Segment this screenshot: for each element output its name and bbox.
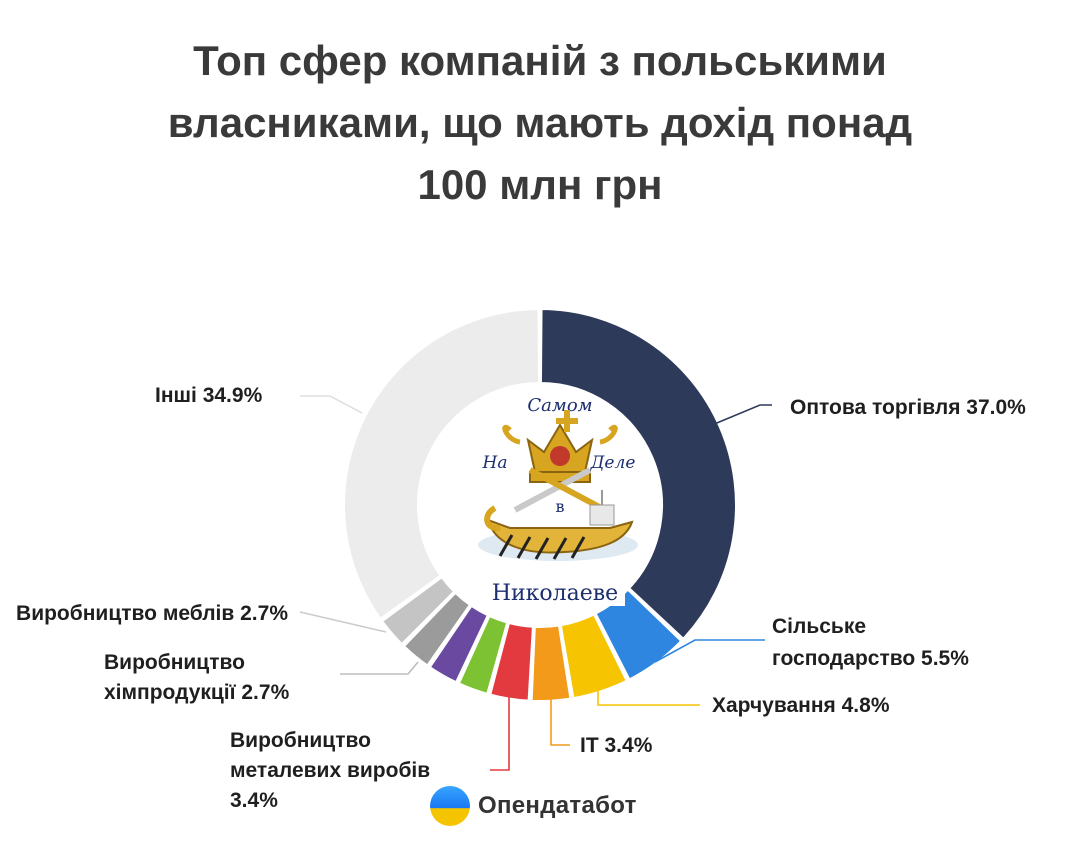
label-agriculture-line-2: господарство 5.5% — [772, 647, 969, 670]
watermark-text-1: Самом — [527, 395, 592, 416]
watermark-text-2: На — [482, 453, 508, 473]
brand-logo: Опендатабот — [430, 784, 637, 828]
leader-line-wholesale — [711, 404, 772, 426]
label-other: Інші 34.9% — [155, 384, 263, 407]
watermark-text-4: в — [555, 497, 564, 516]
label-metal-line-2: металевих виробів — [230, 759, 430, 782]
label-food: Харчування 4.8% — [712, 694, 890, 717]
leader-line-other — [300, 395, 363, 414]
label-metal-line-3: 3.4% — [230, 789, 278, 812]
leader-line-metal — [490, 695, 510, 771]
brand-name: Опендатабот — [478, 792, 637, 819]
donut-slice-4 — [489, 622, 534, 702]
donut-slice-7 — [403, 591, 471, 667]
leader-line-furniture — [299, 611, 387, 633]
leader-line-it — [550, 695, 570, 746]
label-wholesale: Оптова торгівля 37.0% — [790, 396, 1026, 419]
ship-icon — [478, 490, 638, 561]
chart-title: Топ сфер компаній з польськими власникам… — [0, 30, 1080, 216]
leader-line-agriculture — [654, 639, 765, 663]
donut-slice-2 — [559, 613, 628, 700]
crown-icon — [502, 410, 618, 483]
leader-line-food — [597, 688, 700, 706]
label-chem-line-2: хімпродукції 2.7% — [104, 681, 290, 704]
watermark-text-5: Николаеве — [492, 581, 618, 606]
chart-title-line-2: власниками, що мають дохід понад — [167, 99, 913, 146]
chart-title-line-3: 100 млн грн — [417, 161, 663, 208]
label-furniture: Виробництво меблів 2.7% — [16, 602, 288, 625]
watermark-emblem: Самом На Деле в Николаеве — [478, 395, 638, 606]
leader-line-chem — [340, 661, 419, 675]
label-chem-line-1: Виробництво — [104, 651, 245, 674]
donut-slice-9 — [343, 308, 541, 620]
donut-slices — [343, 308, 737, 702]
label-it: IT 3.4% — [580, 734, 653, 757]
donut-slice-0 — [539, 308, 737, 640]
chart-title-line-1: Топ сфер компаній з польськими — [193, 37, 887, 84]
opendatabot-logo-icon — [430, 786, 470, 826]
leader-lines — [299, 395, 772, 771]
donut-slice-3 — [530, 624, 572, 702]
crossed-keys-icon — [513, 467, 607, 513]
label-agriculture-line-1: Сільське — [772, 615, 866, 638]
label-metal-line-1: Виробництво — [230, 729, 371, 752]
donut-slice-6 — [428, 604, 489, 684]
donut-slice-8 — [381, 576, 456, 646]
donut-slice-5 — [457, 615, 509, 695]
watermark-text-3: Деле — [590, 453, 636, 473]
